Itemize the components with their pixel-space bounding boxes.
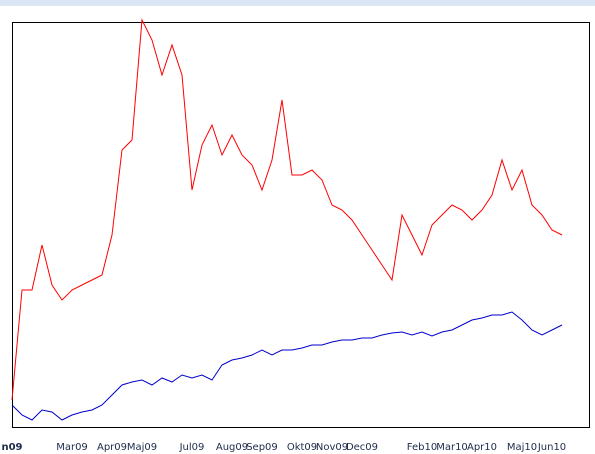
x-tick-label: Maj10 [507, 442, 537, 453]
series-line [11, 311, 563, 421]
top-strip [0, 0, 595, 6]
x-tick-label: Nov09 [316, 442, 348, 453]
x-tick-label: Maj09 [127, 442, 157, 453]
x-tick-label: Mar09 [56, 442, 88, 453]
x-tick-label: Sep09 [246, 442, 278, 453]
x-tick-label: Aug09 [216, 442, 248, 453]
x-tick-label: Apr10 [467, 442, 497, 453]
x-tick-label: Dec09 [346, 442, 378, 453]
x-tick-label: n09 [1, 442, 22, 453]
x-tick-label: Mar10 [436, 442, 468, 453]
plot-frame [12, 22, 590, 428]
x-tick-label: Jun10 [537, 442, 566, 453]
x-tick-label: Jul09 [179, 442, 205, 453]
x-tick-label: Apr09 [97, 442, 127, 453]
series-line [11, 18, 563, 401]
x-tick-label: Feb10 [407, 442, 437, 453]
x-tick-label: Okt09 [287, 442, 317, 453]
